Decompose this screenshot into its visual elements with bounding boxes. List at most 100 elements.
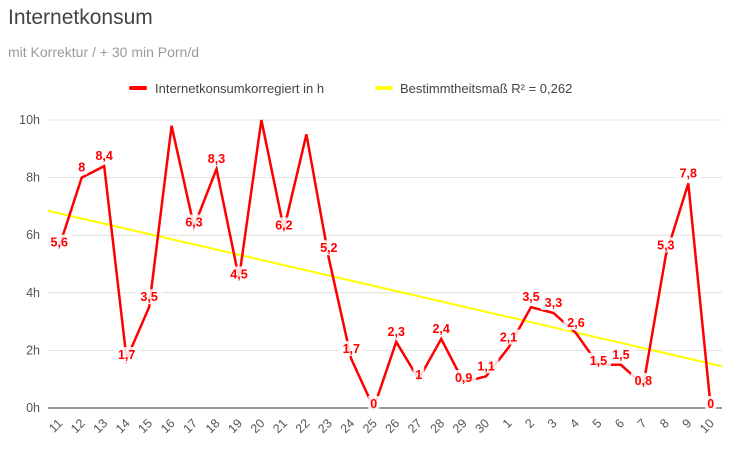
data-label-bg	[585, 352, 611, 368]
data-label-bg	[76, 159, 88, 175]
data-label-bg	[428, 320, 454, 336]
data-label: 2,6	[567, 316, 584, 330]
x-tick-label: 22	[293, 416, 313, 436]
data-label: 0,8	[635, 374, 652, 388]
data-label-bg	[46, 234, 72, 250]
series-layer	[58, 119, 713, 412]
data-label-bg	[383, 323, 409, 339]
data-label-bg	[473, 358, 499, 374]
legend-swatch-red	[129, 86, 147, 90]
data-label-bg	[136, 289, 162, 305]
x-tick-label: 1	[500, 416, 515, 431]
x-tick-label: 13	[91, 416, 111, 436]
data-label: 0,9	[455, 371, 472, 385]
data-labels: 5,6 8 8,4 1,7 3,5 6,3 8,3 4,5 6,2 5,2 1,7 0 2,3 1 2,4 0…	[46, 148, 717, 411]
legend-label-trendline: Bestimmtheitsmaß R² = 0,262	[400, 81, 572, 96]
x-tick-label: 20	[248, 416, 268, 436]
x-tick-label: 4	[567, 416, 582, 431]
data-label-bg	[675, 165, 701, 181]
x-tick-label: 7	[635, 416, 650, 431]
y-axis-ticks: 0h 2h 4h 6h 8h 10h	[19, 113, 40, 415]
data-label: 2,1	[500, 331, 517, 345]
data-label-bg	[630, 372, 656, 388]
x-tick-label: 18	[203, 416, 223, 436]
data-label: 5,2	[320, 241, 337, 255]
x-tick-label: 2	[522, 416, 537, 431]
x-tick-label: 24	[338, 416, 358, 436]
data-label: 8,4	[95, 149, 112, 163]
x-tick-label: 17	[180, 416, 200, 436]
data-label: 0	[707, 397, 714, 411]
data-label-bg	[608, 346, 634, 362]
chart-title: Internetkonsum	[8, 6, 153, 29]
data-label-bg	[114, 347, 140, 363]
x-tick-label: 21	[270, 416, 290, 436]
x-axis-ticks: 11 12 13 14 15 16 17 18 19 20 21 22 23 24 25 26 27 28 29 30…	[46, 416, 717, 436]
data-label-bg	[705, 396, 717, 411]
x-tick-label: 27	[405, 416, 425, 436]
data-label: 6,2	[275, 218, 292, 232]
x-tick-label: 6	[612, 416, 627, 431]
data-label: 8	[78, 161, 85, 175]
data-label-bg	[413, 367, 425, 383]
y-tick-label: 10h	[19, 113, 40, 127]
data-label-bg	[653, 237, 679, 253]
x-tick-label: 12	[68, 416, 88, 436]
data-label: 1,1	[477, 359, 494, 373]
data-label-bg	[563, 315, 589, 331]
legend-swatch-yellow	[375, 86, 393, 90]
legend: Internetkonsumkorregiert in h Bestimmthe…	[129, 81, 572, 96]
data-label: 1,5	[590, 354, 607, 368]
data-label: 8,3	[208, 152, 225, 166]
data-label: 7,8	[680, 166, 697, 180]
y-tick-label: 2h	[26, 343, 40, 357]
x-tick-label: 10	[697, 416, 717, 436]
x-tick-label: 16	[158, 416, 178, 436]
x-tick-label: 8	[657, 416, 672, 431]
trendline-layer	[47, 209, 723, 368]
x-tick-label: 15	[135, 416, 155, 436]
x-tick-label: 11	[46, 416, 65, 435]
data-label-bg	[541, 294, 566, 310]
data-label-bg	[496, 329, 522, 345]
data-label-bg	[518, 289, 544, 305]
data-label: 4,5	[230, 267, 247, 281]
data-label: 1,7	[343, 342, 360, 356]
trendline	[47, 209, 723, 368]
x-tick-label: 28	[428, 416, 448, 436]
data-label: 5,3	[657, 238, 674, 252]
data-label: 3,3	[545, 296, 562, 310]
data-label-bg	[368, 396, 380, 411]
data-label: 0	[370, 397, 377, 411]
x-tick-label: 29	[450, 416, 470, 436]
x-tick-label: 30	[472, 416, 492, 436]
x-tick-label: 3	[545, 416, 560, 431]
legend-label-series: Internetkonsumkorregiert in h	[155, 81, 324, 96]
data-label: 1,7	[118, 348, 135, 362]
chart-subtitle: mit Korrektur / + 30 min Porn/d	[8, 44, 200, 60]
data-label: 1,5	[612, 348, 629, 362]
series-line	[58, 119, 713, 412]
data-label: 1	[415, 368, 422, 382]
data-label: 5,6	[51, 236, 68, 250]
x-tick-label: 5	[590, 416, 605, 431]
x-tick-label: 25	[360, 416, 380, 436]
x-tick-label: 23	[315, 416, 335, 436]
data-label-bg	[271, 217, 297, 233]
y-tick-label: 6h	[26, 228, 40, 242]
data-label-bg	[91, 148, 117, 164]
data-label: 3,5	[522, 290, 539, 304]
data-label: 2,4	[432, 322, 449, 336]
x-tick-label: 26	[383, 416, 403, 436]
data-label-bg	[181, 214, 207, 230]
data-label-bg	[451, 370, 477, 386]
data-label: 3,5	[140, 290, 157, 304]
data-label: 2,3	[388, 325, 405, 339]
y-tick-label: 0h	[26, 401, 40, 415]
data-label: 6,3	[185, 216, 202, 230]
data-label-bg	[204, 150, 229, 166]
x-tick-label: 14	[113, 416, 133, 436]
x-tick-label: 19	[225, 416, 245, 436]
y-tick-label: 4h	[26, 286, 40, 300]
